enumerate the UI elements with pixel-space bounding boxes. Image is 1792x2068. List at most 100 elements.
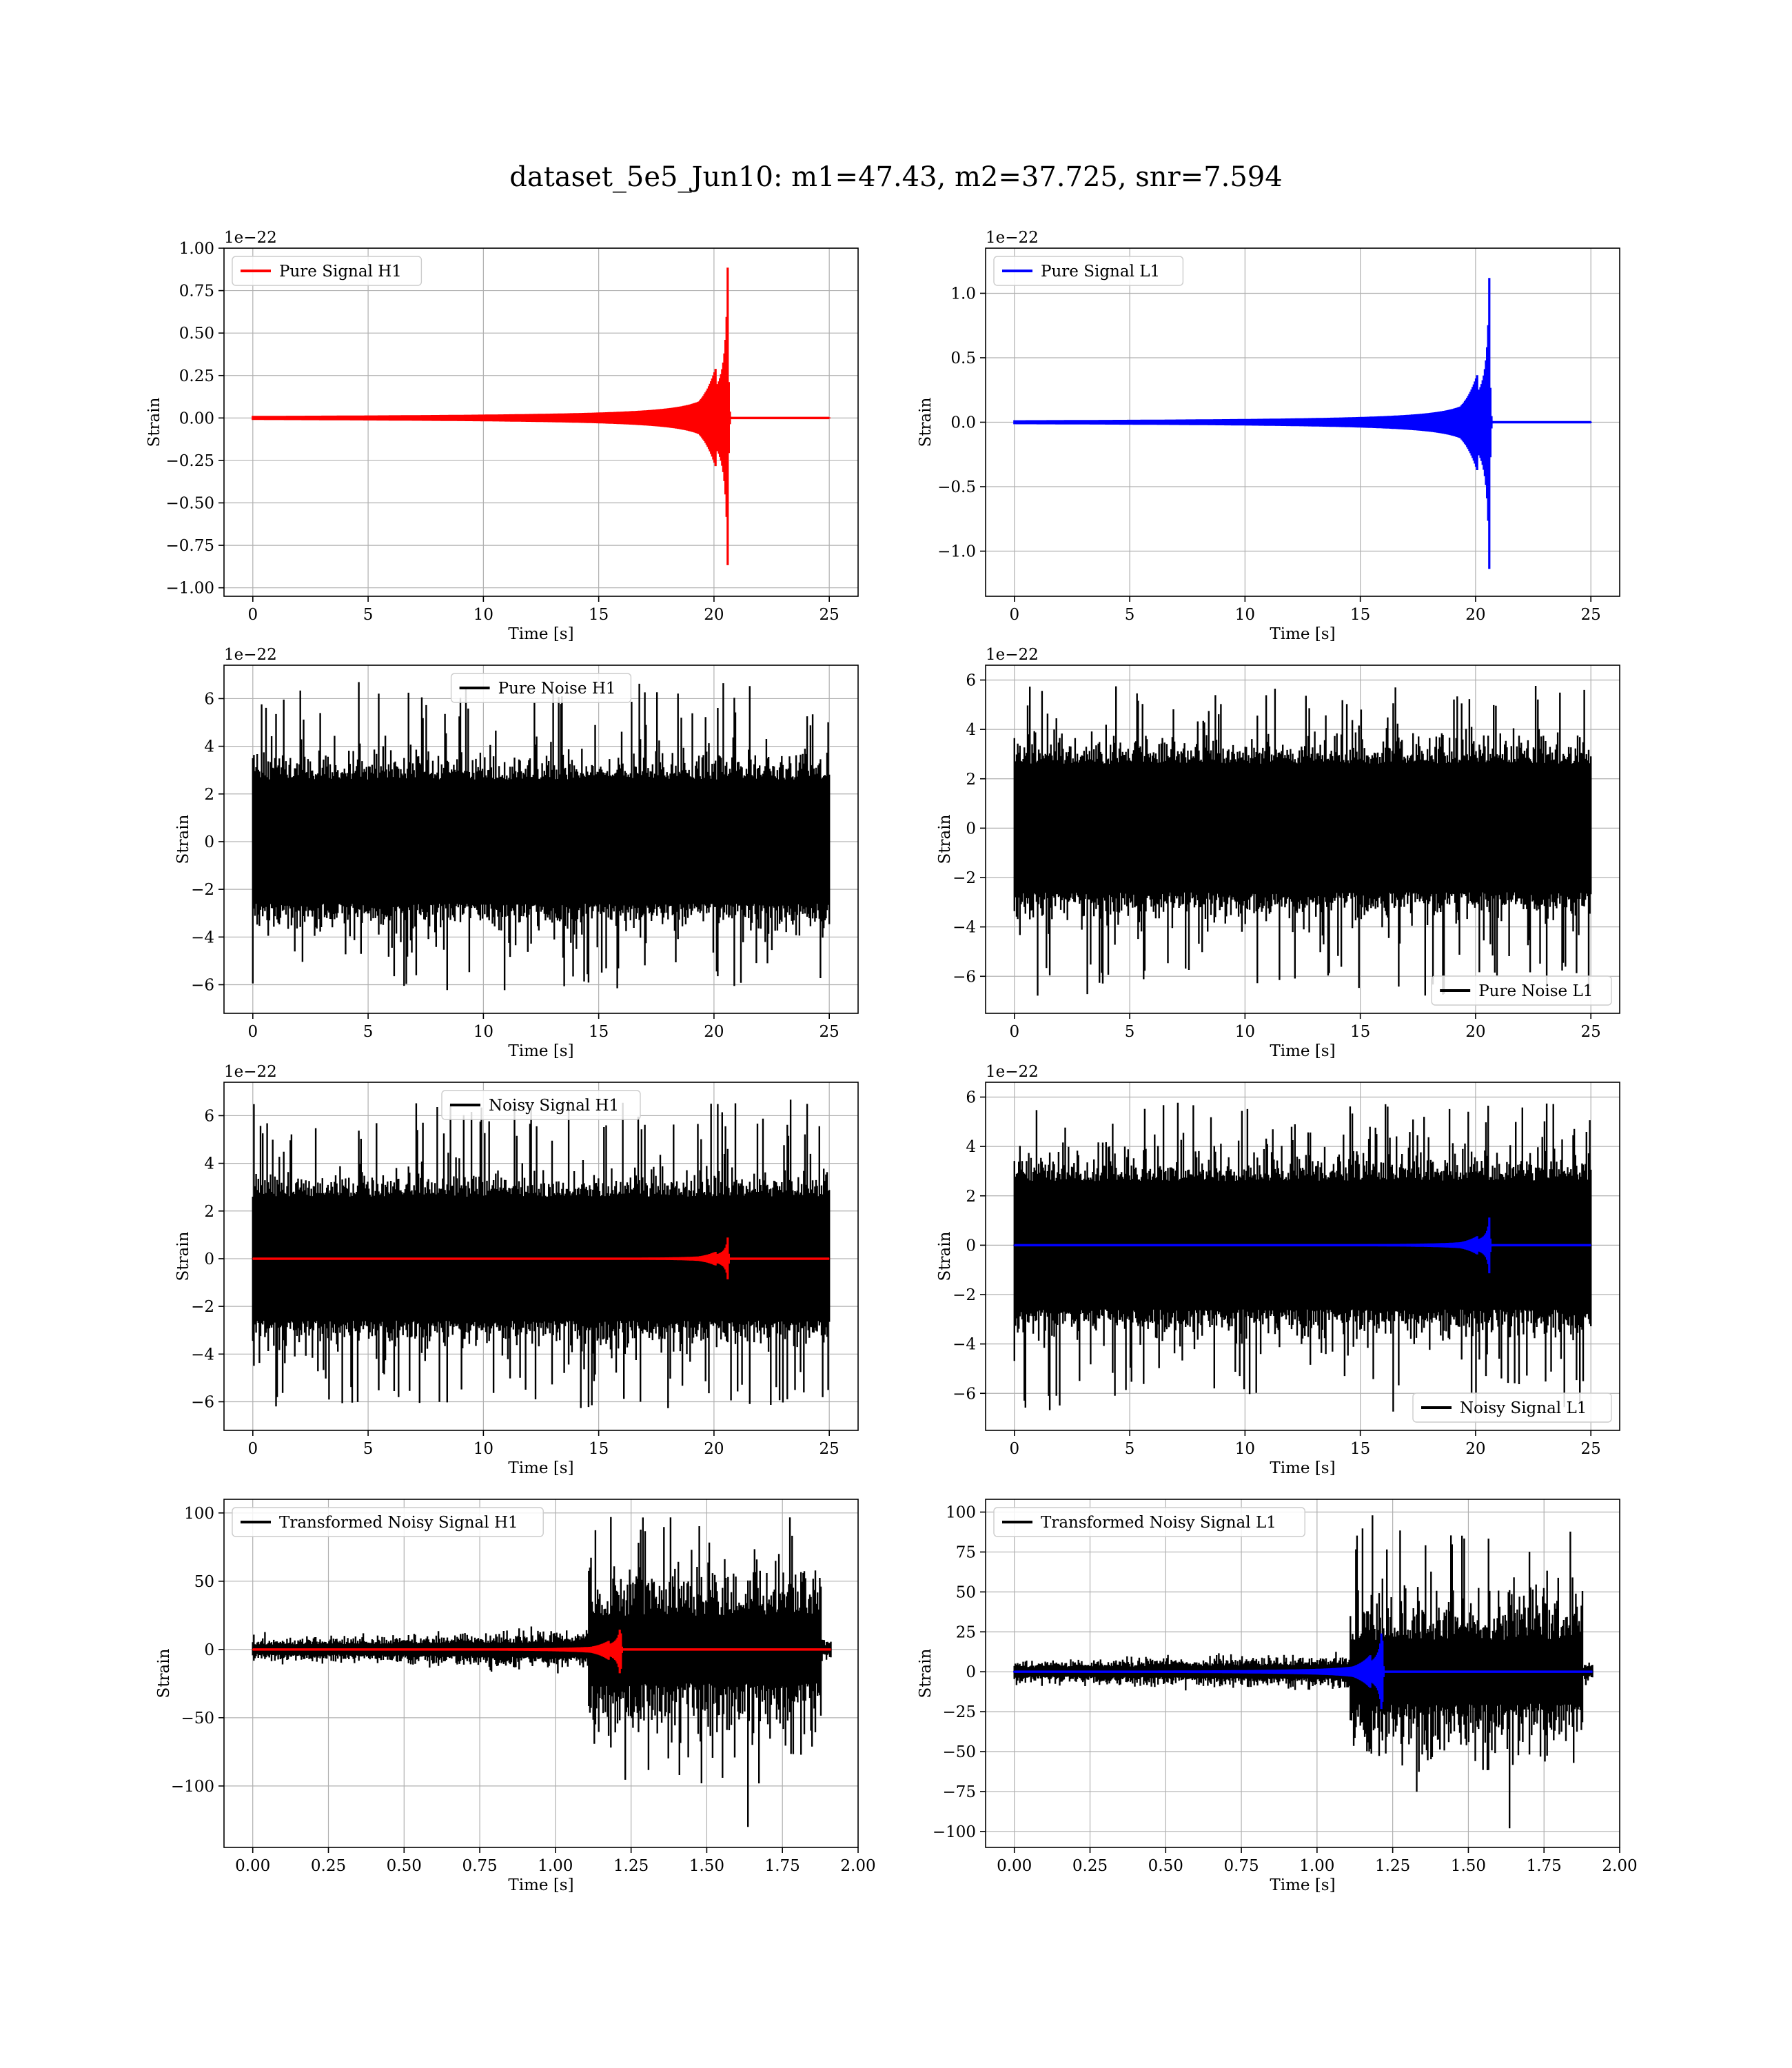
- x-tick-label: 20: [704, 1440, 724, 1458]
- figure-title: dataset_5e5_Jun10: m1=47.43, m2=37.725, …: [509, 161, 1282, 193]
- x-tick-label: 15: [1350, 1023, 1370, 1041]
- x-tick-label: 0.50: [387, 1857, 422, 1875]
- legend-label: Transformed Noisy Signal H1: [279, 1514, 518, 1532]
- legend: Pure Signal H1: [232, 256, 422, 286]
- x-tick-label: 15: [589, 1440, 609, 1458]
- x-tick-label: 0: [247, 606, 258, 624]
- legend-label: Noisy Signal L1: [1460, 1399, 1587, 1417]
- y-axis-label: Strain: [174, 1231, 192, 1281]
- y-tick-label: 4: [966, 1138, 976, 1156]
- y-tick-label: 0: [966, 1237, 976, 1255]
- y-axis-label: Strain: [936, 814, 954, 864]
- x-tick-label: 10: [1235, 1440, 1255, 1458]
- legend: Pure Noise H1: [450, 673, 632, 703]
- y-tick-label: 75: [956, 1543, 976, 1561]
- x-tick-label: 10: [1235, 606, 1255, 624]
- y-tick-label: 0: [966, 820, 976, 838]
- x-axis-label: Time [s]: [508, 1876, 573, 1894]
- legend-label: Pure Signal H1: [279, 263, 402, 281]
- y-tick-label: −100: [171, 1778, 214, 1796]
- x-tick-label: 5: [363, 1023, 374, 1041]
- x-tick-label: 5: [1125, 1440, 1135, 1458]
- y-tick-label: −2: [191, 1298, 214, 1316]
- y-tick-label: −6: [953, 1385, 976, 1403]
- y-axis-label: Strain: [174, 814, 192, 864]
- subplot-noisy-signal-l1: 0 5 10 15 20 25 −6 −4 −2 0 2 4 6 Time [s] Strain 1e−22 N…: [936, 1063, 1620, 1477]
- y-tick-label: 1.00: [179, 240, 214, 258]
- y-tick-label: 100: [184, 1505, 214, 1523]
- plot-area: [252, 682, 831, 991]
- x-tick-label: 0.00: [997, 1857, 1032, 1875]
- x-tick-label: 1.75: [765, 1857, 800, 1875]
- axis-offset-exponent: 1e−22: [224, 646, 277, 664]
- x-tick-label: 0.75: [462, 1857, 497, 1875]
- x-tick-label: 1.00: [1299, 1857, 1334, 1875]
- y-axis-label: Strain: [917, 397, 935, 447]
- y-tick-label: −4: [191, 1346, 214, 1364]
- x-tick-label: 2.00: [1602, 1857, 1637, 1875]
- x-tick-label: 20: [1465, 1440, 1485, 1458]
- legend-box: [441, 1090, 641, 1120]
- x-tick-label: 25: [1581, 1023, 1601, 1041]
- y-tick-label: −1.0: [937, 543, 976, 561]
- x-axis-label: Time [s]: [1270, 1042, 1335, 1060]
- y-tick-label: −100: [933, 1823, 976, 1841]
- subplot-pure-noise-h1: 0 5 10 15 20 25 −6 −4 −2 0 2 4 6 Time [s] Strain 1e−22 P…: [174, 646, 859, 1060]
- x-tick-label: 0.25: [1072, 1857, 1108, 1875]
- legend-box: [232, 1507, 544, 1537]
- x-tick-label: 1.00: [538, 1857, 573, 1875]
- axes-frame: [985, 1082, 1620, 1431]
- y-tick-label: 0.00: [179, 409, 214, 427]
- x-tick-label: 0: [247, 1023, 258, 1041]
- y-tick-label: −2: [953, 1286, 976, 1304]
- y-tick-label: 2: [204, 1203, 214, 1221]
- axis-offset-exponent: 1e−22: [224, 229, 277, 247]
- legend-box: [450, 673, 632, 703]
- x-tick-label: 0.25: [311, 1857, 346, 1875]
- x-tick-label: 1.25: [613, 1857, 649, 1875]
- legend-label: Transformed Noisy Signal L1: [1041, 1514, 1276, 1532]
- y-tick-label: −4: [953, 919, 976, 937]
- x-tick-label: 25: [819, 1440, 839, 1458]
- y-tick-label: −4: [953, 1336, 976, 1354]
- axis-offset-exponent: 1e−22: [986, 229, 1039, 247]
- y-tick-label: −4: [191, 929, 214, 946]
- x-tick-label: 2.00: [840, 1857, 875, 1875]
- y-tick-label: 0: [204, 1641, 214, 1659]
- legend-box: [232, 256, 422, 286]
- y-tick-label: −0.50: [166, 495, 214, 513]
- axes-frame: [223, 247, 859, 597]
- plot-area: [1013, 278, 1592, 569]
- y-tick-label: 4: [204, 738, 214, 756]
- y-tick-label: 6: [204, 690, 214, 708]
- y-tick-label: 100: [946, 1504, 976, 1522]
- legend-box: [1431, 975, 1612, 1006]
- x-tick-label: 20: [704, 1023, 724, 1041]
- y-tick-label: 6: [204, 1107, 214, 1125]
- y-tick-label: −50: [181, 1710, 214, 1727]
- x-tick-label: 10: [1235, 1023, 1255, 1041]
- x-axis-label: Time [s]: [1270, 625, 1335, 643]
- y-tick-label: 0: [204, 1250, 214, 1268]
- legend-box: [993, 1507, 1305, 1537]
- y-tick-label: −6: [953, 968, 976, 986]
- x-tick-label: 15: [1350, 606, 1370, 624]
- x-tick-label: 5: [363, 1440, 374, 1458]
- x-tick-label: 25: [1581, 1440, 1601, 1458]
- y-axis-label: Strain: [936, 1231, 954, 1281]
- y-axis-label: Strain: [145, 397, 163, 447]
- legend: Pure Signal L1: [993, 256, 1184, 286]
- x-tick-label: 20: [704, 606, 724, 624]
- y-tick-label: 0: [204, 833, 214, 851]
- x-tick-label: 0: [1009, 606, 1019, 624]
- y-tick-label: 0.50: [179, 325, 214, 343]
- subplot-pure-noise-l1: 0 5 10 15 20 25 −6 −4 −2 0 2 4 6 Time [s] Strain 1e−22 P…: [936, 646, 1620, 1060]
- x-tick-label: 15: [589, 1023, 609, 1041]
- legend-label: Pure Signal L1: [1041, 263, 1160, 281]
- axes-frame: [223, 1082, 859, 1431]
- x-tick-label: 0.00: [235, 1857, 270, 1875]
- y-tick-label: −75: [942, 1783, 976, 1801]
- axis-offset-exponent: 1e−22: [986, 646, 1039, 664]
- axes-frame: [985, 665, 1620, 1014]
